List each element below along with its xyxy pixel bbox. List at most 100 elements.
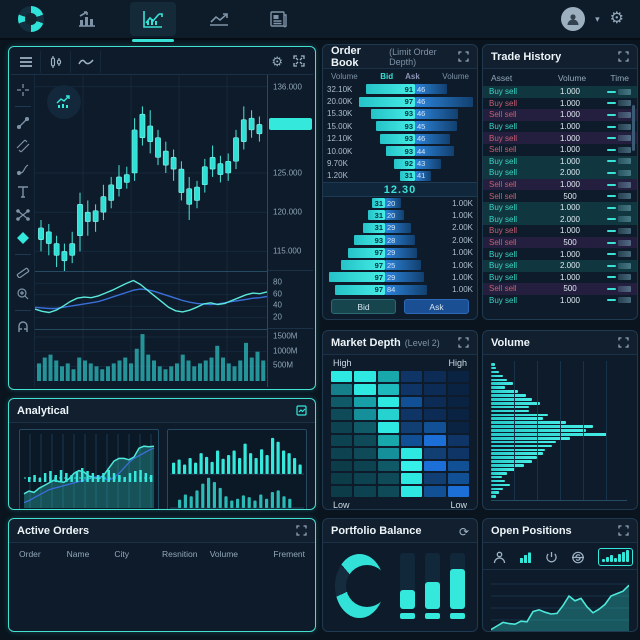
magnet-icon[interactable]	[16, 320, 30, 334]
order-book-row[interactable]: 97 84 1.00K	[323, 284, 477, 296]
column-header[interactable]: Name	[66, 549, 90, 559]
depth-top-labels: High High	[333, 358, 467, 368]
power-icon[interactable]	[545, 551, 558, 564]
trade-row[interactable]: Buy sell 2.000	[483, 213, 637, 226]
trade-row[interactable]: Buy sell 1.000	[483, 121, 637, 133]
volume-pane[interactable]	[35, 330, 267, 381]
time-sparkline	[607, 206, 616, 209]
chevron-down-icon[interactable]: ▾	[595, 13, 600, 24]
order-book-row[interactable]: 15.00K 93 45	[323, 120, 477, 132]
expand-icon[interactable]	[618, 525, 629, 536]
fullscreen-icon[interactable]	[293, 55, 305, 68]
trade-row[interactable]: Sell sell 1.000	[483, 109, 637, 121]
order-book-row[interactable]: 31 29 2.00K	[323, 222, 477, 234]
column-header[interactable]: Order	[19, 549, 41, 559]
person-icon[interactable]	[493, 551, 506, 564]
trade-row[interactable]: Buy sell 1.000	[483, 98, 637, 110]
chart-settings-gear-icon[interactable]: ⚙	[271, 54, 283, 69]
order-book-row[interactable]: 32.10K 91 46	[323, 83, 477, 95]
xabcd-pattern-icon[interactable]	[15, 208, 30, 222]
sparkline-button[interactable]	[598, 548, 633, 566]
order-book-row[interactable]: 20.00K 97 46	[323, 95, 477, 107]
order-book-row[interactable]: 97 25 1.00K	[323, 259, 477, 271]
settings-gear-icon[interactable]: ⚙	[609, 10, 624, 27]
ruler-icon[interactable]	[16, 264, 30, 278]
expand-icon[interactable]	[458, 51, 469, 62]
menu-hamburger-icon[interactable]	[11, 50, 41, 73]
trade-row[interactable]: Sell sell 500	[483, 236, 637, 249]
newspaper-icon	[269, 10, 289, 28]
heatmap-cell	[447, 371, 469, 382]
trade-row[interactable]: Buy sell 1.000	[483, 132, 637, 144]
expand-icon[interactable]	[458, 337, 469, 348]
trade-row[interactable]: Sell sell 1.000	[483, 178, 637, 191]
order-book-row[interactable]: 1.20K 31 41	[323, 170, 477, 182]
order-book-row[interactable]: 97 29 1.00K	[323, 271, 477, 283]
trade-row[interactable]: Buy sell 1.000	[483, 225, 637, 237]
column-header[interactable]: Resnition	[162, 549, 198, 559]
order-book-row[interactable]: 31 20 1.00K	[323, 209, 477, 221]
diamond-shape-icon[interactable]	[16, 231, 30, 245]
expand-icon[interactable]	[618, 51, 629, 62]
panel-chart-icon[interactable]	[296, 405, 307, 416]
user-avatar[interactable]	[561, 7, 586, 31]
trade-row[interactable]: Buy sell 2.000	[483, 259, 637, 272]
open-positions-chart[interactable]	[491, 574, 629, 631]
order-book-row[interactable]: 93 28 2.00K	[323, 234, 477, 246]
text-tool-icon[interactable]	[16, 185, 30, 199]
trade-row[interactable]: Sell sell 500	[483, 283, 637, 295]
trade-row[interactable]: Buy sell 2.000	[483, 167, 637, 179]
brush-icon[interactable]	[16, 162, 30, 176]
tab-news[interactable]	[262, 2, 296, 36]
scrollbar-thumb[interactable]	[632, 105, 635, 151]
zoom-in-icon[interactable]	[16, 287, 30, 301]
analytical-bar-chart[interactable]	[167, 429, 307, 509]
line-type-icon[interactable]	[71, 50, 101, 73]
fib-channel-icon[interactable]	[16, 139, 30, 153]
volume-profile-bar	[491, 398, 532, 401]
analytical-area-chart[interactable]	[19, 429, 159, 509]
time-sparkline	[607, 148, 616, 151]
trade-row[interactable]: Sell sell 500	[483, 190, 637, 202]
ask-button[interactable]: Ask	[404, 299, 469, 314]
order-book-row[interactable]: 97 29 1.00K	[323, 246, 477, 258]
order-book-row[interactable]: 10.00K 93 44	[323, 145, 477, 157]
order-book-row[interactable]: 12.10K 93 46	[323, 133, 477, 145]
price-axis-label: 125.000	[273, 168, 302, 178]
chart-toolbar: ⚙	[11, 49, 313, 75]
column-header[interactable]: City	[114, 549, 129, 559]
price-axis[interactable]: 136.000 125.000 120.000 115.000 80 60 40 20 15…	[267, 75, 313, 387]
candlestick-type-icon[interactable]	[41, 50, 71, 73]
trade-row[interactable]: Buy sell 1.000	[483, 248, 637, 260]
expand-icon[interactable]	[296, 525, 307, 536]
column-header[interactable]: Volume	[209, 549, 239, 559]
order-book-row[interactable]: 9.70K 92 43	[323, 157, 477, 169]
portfolio-title: Portfolio Balance	[331, 524, 422, 537]
trade-row[interactable]: Buy sell 1.000	[483, 272, 637, 284]
candlestick-pane[interactable]	[35, 75, 267, 272]
app-logo-icon[interactable]	[18, 6, 44, 32]
tab-chart[interactable]	[130, 2, 176, 42]
expand-icon[interactable]	[618, 337, 629, 348]
crosshair-icon[interactable]	[16, 83, 30, 97]
tab-trends[interactable]	[202, 2, 236, 36]
heatmap-cell	[401, 409, 423, 421]
trade-row[interactable]: Sell sell 1.000	[483, 144, 637, 156]
trade-row[interactable]: Buy sell 1.000	[483, 201, 637, 214]
heatmap-cell	[401, 447, 423, 459]
strikethrough-s-icon[interactable]	[571, 551, 585, 564]
column-header[interactable]: Frement	[273, 549, 306, 559]
trend-line-icon[interactable]	[16, 116, 30, 130]
order-book-row[interactable]: 31 20 1.00K	[323, 197, 477, 209]
trade-row[interactable]: Buy sell 1.000	[483, 155, 637, 168]
order-book-panel: Order Book (Limit Order Depth) Volume Bi…	[322, 44, 478, 320]
tab-analytics[interactable]	[70, 2, 104, 36]
order-book-row[interactable]: 15.30K 93 46	[323, 108, 477, 120]
trade-row[interactable]: Buy sell 1.000	[483, 295, 637, 307]
bar-chart-icon[interactable]	[519, 551, 532, 564]
bid-button[interactable]: Bid	[331, 299, 396, 314]
line-chart-icon	[142, 9, 164, 29]
refresh-icon[interactable]: ⟳	[458, 525, 469, 539]
rsi-indicator-pane[interactable]	[35, 272, 267, 330]
trade-row[interactable]: Buy sell 1.000	[483, 86, 637, 98]
